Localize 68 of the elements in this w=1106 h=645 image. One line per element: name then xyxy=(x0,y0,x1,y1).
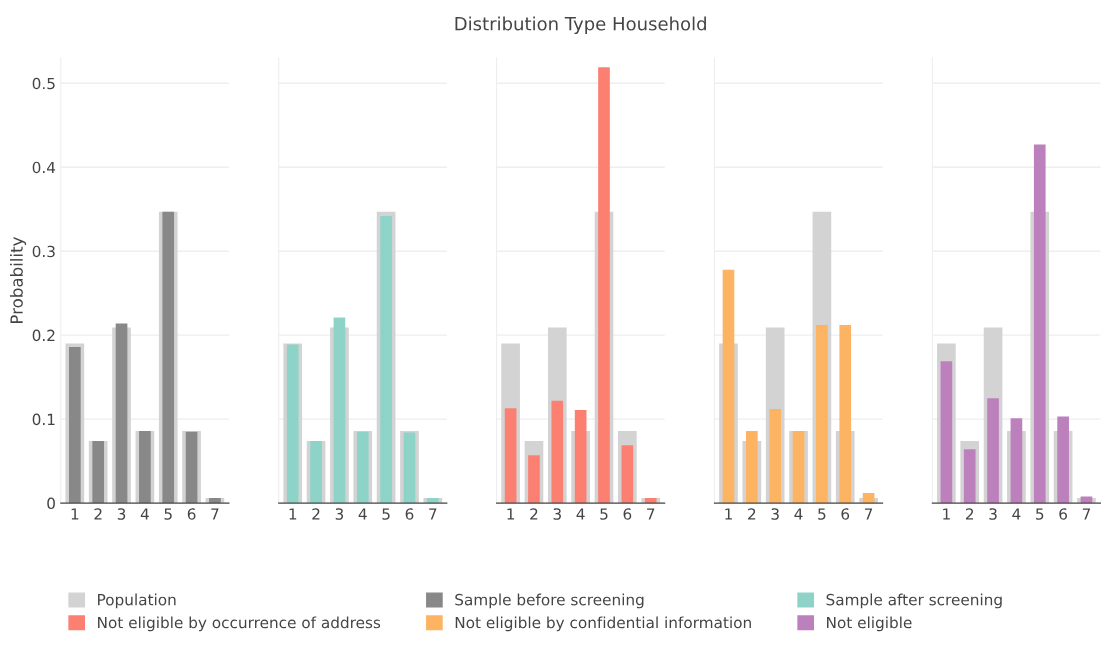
x-tick-label: 1 xyxy=(725,508,732,520)
legend-label: Not eligible xyxy=(827,616,912,632)
y-tick-label: 0.4 xyxy=(32,161,56,174)
x-tick-label: 3 xyxy=(335,508,344,520)
bar xyxy=(551,400,564,504)
x-tick-label: 7 xyxy=(429,508,437,520)
bar xyxy=(115,323,128,504)
legend-label: Not eligible by confidential information xyxy=(455,616,751,632)
legend-label: Population xyxy=(98,593,176,609)
x-tick-label: 1 xyxy=(943,508,950,520)
x-tick-label: 1 xyxy=(507,508,515,520)
bar xyxy=(528,455,540,504)
bar xyxy=(769,409,782,504)
x-tick-label: 5 xyxy=(164,508,172,520)
bar xyxy=(746,430,758,504)
x-tick-label: 3 xyxy=(989,508,997,520)
bar xyxy=(574,409,587,504)
bar xyxy=(504,408,517,504)
legend-label: Not eligible by occurrence of address xyxy=(98,616,381,632)
bar xyxy=(621,445,634,504)
x-tick-label: 4 xyxy=(358,508,367,520)
bar xyxy=(722,269,735,504)
chart-title: Distribution Type Household xyxy=(455,16,706,35)
x-tick-label: 2 xyxy=(965,508,974,520)
legend-label: Sample after screening xyxy=(826,593,1002,609)
x-tick-label: 5 xyxy=(600,508,608,520)
y-tick-label: 0.2 xyxy=(32,329,55,342)
x-tick-label: 3 xyxy=(771,508,779,520)
bar xyxy=(333,317,346,504)
bar xyxy=(1057,416,1069,504)
x-tick-label: 2 xyxy=(748,508,756,520)
x-tick-label: 2 xyxy=(530,508,538,520)
x-tick-label: 2 xyxy=(94,508,102,520)
x-tick-label: 3 xyxy=(117,508,126,520)
x-tick-label: 3 xyxy=(553,508,561,520)
bar xyxy=(963,449,976,504)
x-tick-label: 1 xyxy=(289,508,297,520)
x-tick-label: 6 xyxy=(623,508,632,520)
bar xyxy=(940,361,953,504)
x-tick-label: 7 xyxy=(211,508,219,520)
bar xyxy=(598,67,610,504)
bar xyxy=(1033,144,1046,504)
bar xyxy=(816,325,828,504)
x-tick-label: 4 xyxy=(140,508,149,520)
x-tick-label: 7 xyxy=(1082,508,1091,520)
x-tick-label: 5 xyxy=(382,508,390,520)
y-tick-label: 0 xyxy=(47,497,55,510)
x-tick-label: 5 xyxy=(1036,508,1044,520)
x-tick-label: 4 xyxy=(1012,508,1021,520)
y-tick-label: 0.5 xyxy=(32,77,55,90)
x-tick-label: 6 xyxy=(405,508,414,520)
x-tick-label: 5 xyxy=(818,508,826,520)
bar xyxy=(987,398,999,504)
legend-label: Sample before screening xyxy=(455,593,644,609)
y-tick-label: 0.1 xyxy=(32,413,55,426)
x-tick-label: 6 xyxy=(187,508,196,520)
y-tick-label: 0.3 xyxy=(32,245,55,258)
x-tick-label: 7 xyxy=(647,508,655,520)
bar xyxy=(839,325,852,504)
x-tick-label: 4 xyxy=(576,508,585,520)
x-tick-label: 2 xyxy=(312,508,320,520)
x-tick-label: 4 xyxy=(794,508,803,520)
bar xyxy=(1010,418,1023,504)
x-tick-label: 6 xyxy=(841,508,850,520)
y-axis-title: Probability xyxy=(9,237,27,323)
x-tick-label: 6 xyxy=(1059,508,1068,520)
x-tick-label: 1 xyxy=(71,508,79,520)
x-tick-label: 7 xyxy=(864,508,873,520)
